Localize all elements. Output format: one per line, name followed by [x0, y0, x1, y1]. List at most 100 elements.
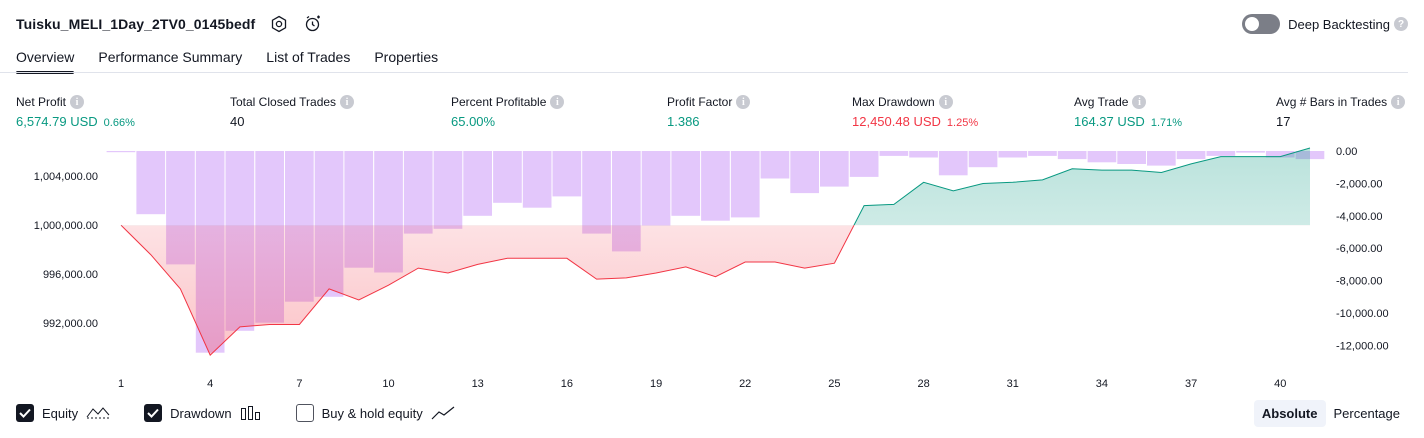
x-axis-tick-label: 37 — [1185, 378, 1197, 390]
drawdown-bar — [760, 151, 790, 179]
metric-profit-factor: Profit Factor i 1.386 — [667, 94, 751, 129]
metric-value: 1.386 — [667, 114, 700, 129]
tab-performance-summary[interactable]: Performance Summary — [98, 49, 243, 65]
metric-percent: 0.66% — [103, 117, 135, 129]
tab-list-of-trades[interactable]: List of Trades — [266, 49, 351, 65]
metric-avg-trade: Avg Trade i 164.37 USD 1.71% — [1074, 94, 1182, 129]
x-axis-tick-label: 4 — [207, 378, 213, 390]
scale-mode-switch: Absolute Percentage — [1253, 400, 1408, 427]
equity-line-negative — [120, 225, 855, 356]
right-axis-tick-label: -12,000.00 — [1336, 340, 1389, 352]
right-axis-tick-label: -2,000.00 — [1336, 178, 1382, 190]
drawdown-bar — [998, 151, 1028, 158]
metric-label: Profit Factor — [667, 95, 733, 109]
deep-backtesting-toggle[interactable] — [1242, 14, 1281, 34]
info-icon[interactable]: i — [1391, 95, 1406, 109]
drawdown-bar — [106, 151, 136, 153]
toggle-knob — [1245, 17, 1260, 31]
equity-drawdown-chart[interactable]: 1,004,000.00 1,000,000.00 996,000.00 992,00… — [0, 140, 1424, 394]
drawdown-bar — [909, 151, 938, 158]
right-axis-tick-label: -6,000.00 — [1336, 243, 1382, 255]
left-axis-tick-label: 992,000.00 — [43, 318, 98, 330]
drawdown-bar — [1206, 151, 1236, 156]
report-tabs: Overview Performance Summary List of Tra… — [16, 46, 462, 74]
metric-net-profit: Net Profit i 6,574.79 USD 0.66% — [16, 94, 135, 129]
info-icon[interactable]: i — [1132, 95, 1147, 109]
drawdown-bar — [463, 151, 492, 216]
info-icon[interactable]: i — [736, 95, 751, 109]
drawdown-bar — [522, 151, 552, 208]
deep-backtesting-label: Deep Backtesting — [1288, 16, 1390, 32]
x-axis-tick-label: 22 — [739, 378, 751, 390]
tab-overview[interactable]: Overview — [16, 46, 75, 74]
tab-properties[interactable]: Properties — [374, 49, 439, 65]
x-axis-tick-label: 31 — [1007, 378, 1019, 390]
metric-label: Net Profit — [16, 95, 67, 109]
right-axis-tick-label: 0.00 — [1336, 146, 1357, 158]
settings-icon[interactable] — [269, 14, 289, 34]
x-axis-tick-label: 1 — [118, 378, 124, 390]
drawdown-bar — [701, 151, 730, 221]
x-axis-tick-label: 13 — [472, 378, 484, 390]
equity-checkbox[interactable] — [16, 404, 34, 422]
strategy-title: Tuisku_MELI_1Day_2TV0_0145bedf — [16, 16, 256, 32]
metric-max-drawdown: Max Drawdown i 12,450.48 USD 1.25% — [852, 94, 978, 129]
buy-hold-checkbox[interactable] — [295, 404, 314, 422]
x-axis-tick-label: 40 — [1274, 378, 1286, 390]
info-icon[interactable]: i — [550, 95, 565, 109]
mode-percentage[interactable]: Percentage — [1333, 406, 1401, 421]
legend-equity[interactable]: Equity — [16, 404, 110, 422]
deep-backtesting-control: Deep Backtesting ? — [1242, 12, 1408, 36]
drawdown-bar — [968, 151, 998, 168]
drawdown-bar — [493, 151, 522, 203]
drawdown-bar — [641, 151, 671, 226]
legend-buy-hold[interactable]: Buy & hold equity — [295, 404, 455, 422]
drawdown-bar — [790, 151, 819, 194]
right-axis-tick-label: -10,000.00 — [1336, 308, 1389, 320]
equity-area-positive — [853, 148, 1310, 226]
drawdown-bar — [820, 151, 849, 187]
x-axis-tick-label: 28 — [917, 378, 929, 390]
help-icon[interactable]: ? — [1394, 17, 1408, 31]
drawdown-bar — [1087, 151, 1117, 163]
add-alert-icon[interactable] — [303, 14, 323, 34]
metric-value: 65.00% — [451, 114, 496, 129]
drawdown-bar — [671, 151, 701, 216]
info-icon[interactable]: i — [340, 95, 355, 109]
drawdown-bar — [1176, 151, 1206, 160]
x-axis-tick-label: 19 — [650, 378, 662, 390]
drawdown-bar — [552, 151, 582, 197]
equity-line-positive — [121, 147, 1311, 226]
drawdown-bar — [1028, 151, 1057, 156]
drawdown-bar — [938, 151, 968, 176]
drawdown-checkbox[interactable] — [144, 404, 163, 422]
info-icon[interactable]: i — [70, 95, 85, 109]
left-axis-tick-label: 1,004,000.00 — [34, 171, 98, 183]
metric-percent-profitable: Percent Profitable i 65.00% — [451, 94, 565, 129]
metric-total-closed-trades: Total Closed Trades i 40 — [230, 94, 355, 129]
metric-percent: 1.25% — [946, 117, 979, 129]
drawdown-bar — [1236, 151, 1265, 153]
metric-label: Avg Trade — [1074, 95, 1129, 109]
right-axis-tick-label: -4,000.00 — [1336, 211, 1382, 223]
drawdown-bar — [1265, 151, 1295, 158]
legend-label: Drawdown — [170, 405, 232, 421]
equity-area-negative — [121, 225, 1310, 356]
mode-absolute[interactable]: Absolute — [1253, 400, 1326, 427]
metric-label: Total Closed Trades — [230, 95, 337, 109]
metric-value: 6,574.79 USD — [16, 114, 98, 129]
metric-value: 40 — [230, 114, 245, 129]
drawdown-bar — [1117, 151, 1146, 164]
legend-label: Equity — [42, 405, 79, 421]
x-axis-tick-label: 10 — [382, 378, 394, 390]
metric-percent: 1.71% — [1150, 117, 1183, 129]
info-icon[interactable]: i — [938, 95, 953, 109]
x-axis-tick-label: 25 — [828, 378, 840, 390]
drawdown-bar — [582, 151, 611, 234]
legend-drawdown[interactable]: Drawdown — [144, 404, 261, 422]
right-axis-tick-label: -8,000.00 — [1336, 276, 1382, 288]
metric-value: 17 — [1276, 114, 1291, 129]
left-axis-tick-label: 1,000,000.00 — [34, 220, 98, 232]
metric-label: Max Drawdown — [852, 95, 935, 109]
drawdown-bar — [1057, 151, 1087, 160]
